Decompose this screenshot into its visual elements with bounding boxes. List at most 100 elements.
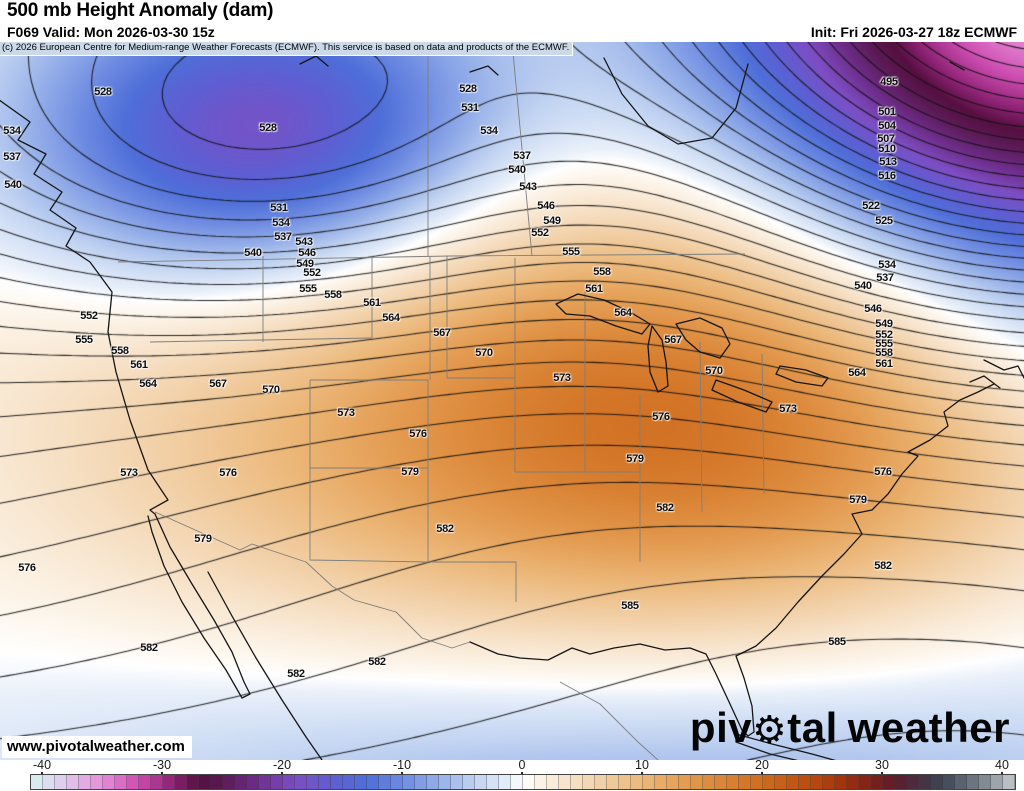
colorbar-cell	[391, 775, 403, 789]
coastlines	[0, 55, 1024, 760]
contour-label: 495	[880, 76, 898, 88]
colorbar-cell	[715, 775, 727, 789]
colorbar-cell	[979, 775, 991, 789]
contour-label: 552	[303, 267, 321, 279]
contour-label: 576	[652, 411, 670, 423]
contour-label: 576	[409, 428, 427, 440]
colorbar-cell	[223, 775, 235, 789]
colorbar-cell	[931, 775, 943, 789]
colorbar-cell	[127, 775, 139, 789]
contour-label: 573	[120, 467, 138, 479]
colorbar-cell	[499, 775, 511, 789]
contour-label: 516	[878, 170, 896, 182]
contour-label: 549	[875, 318, 893, 330]
contour-label: 546	[537, 200, 555, 212]
contour-label: 555	[75, 334, 93, 346]
contour-label: 576	[219, 467, 237, 479]
contour-label: 546	[298, 247, 316, 259]
colorbar-cell	[871, 775, 883, 789]
contour-label: 540	[4, 179, 22, 191]
colorbar-cell	[643, 775, 655, 789]
colorbar-cell	[799, 775, 811, 789]
colorbar-cell	[859, 775, 871, 789]
contour-label: 558	[593, 266, 611, 278]
colorbar-cell	[259, 775, 271, 789]
contour-label: 582	[436, 523, 454, 535]
contour-label: 543	[519, 181, 537, 193]
contour-label: 570	[475, 347, 493, 359]
colorbar-cell	[55, 775, 67, 789]
colorbar-cell	[283, 775, 295, 789]
colorbar-cell	[199, 775, 211, 789]
contour-label: 549	[296, 258, 314, 270]
colorbar-cell	[691, 775, 703, 789]
contour-label: 525	[875, 215, 893, 227]
contour-label: 504	[878, 120, 896, 132]
pivotal-weather-logo: piv⚙tal weather	[690, 704, 1010, 754]
colorbar-cell	[271, 775, 283, 789]
logo-part3: weather	[847, 704, 1010, 751]
contour-label: 549	[543, 215, 561, 227]
colorbar-cell	[967, 775, 979, 789]
colorbar-cell	[823, 775, 835, 789]
colorbar-cell	[619, 775, 631, 789]
colorbar-tick-label: 40	[995, 758, 1009, 772]
political-borders	[117, 42, 765, 760]
colorbar-cell	[883, 775, 895, 789]
contour-label: 561	[875, 358, 893, 370]
colorbar-cell	[559, 775, 571, 789]
contour-label: 543	[295, 236, 313, 248]
contour-label: 576	[18, 562, 36, 574]
contour-label: 528	[459, 83, 477, 95]
colorbar-tick-label: 0	[518, 758, 526, 772]
contour-label: 573	[779, 403, 797, 415]
colorbar-cell	[955, 775, 967, 789]
contour-label: 537	[513, 150, 531, 162]
colorbar-cell	[907, 775, 919, 789]
contour-label: 561	[130, 359, 148, 371]
contour-label: 573	[337, 407, 355, 419]
contour-label: 561	[363, 297, 381, 309]
colorbar-cell	[919, 775, 931, 789]
contour-label: 567	[209, 378, 227, 390]
colorbar-cell	[775, 775, 787, 789]
model-init-time: Init: Fri 2026-03-27 18z ECMWF	[810, 24, 1017, 40]
contour-label: 564	[848, 367, 866, 379]
contour-label: 558	[875, 347, 893, 359]
contour-label: 555	[562, 246, 580, 258]
colorbar-cell	[451, 775, 463, 789]
colorbar: -40 -30 -20 -10 0 10 20 30 40	[0, 758, 1024, 791]
colorbar-cell	[655, 775, 667, 789]
colorbar-cell	[175, 775, 187, 789]
colorbar-cell	[139, 775, 151, 789]
logo-part2: tal	[787, 704, 838, 751]
geography-overlay	[0, 42, 1024, 760]
contour-label: 579	[401, 466, 419, 478]
contour-label: 507	[877, 133, 895, 145]
colorbar-cell	[787, 775, 799, 789]
contour-label: 570	[262, 384, 280, 396]
contour-label: 582	[368, 656, 386, 668]
colorbar-cell	[151, 775, 163, 789]
colorbar-cell	[703, 775, 715, 789]
colorbar-cell	[427, 775, 439, 789]
contour-label: 531	[270, 202, 288, 214]
colorbar-tick-label: 20	[755, 758, 769, 772]
contour-labels-layer: 495 501 504 507 510 513 516 522 525 528 528 528 531 5…	[0, 42, 1024, 760]
contour-label: 552	[531, 227, 549, 239]
colorbar-cell	[895, 775, 907, 789]
contour-label: 567	[664, 334, 682, 346]
contour-label: 534	[272, 217, 290, 229]
contour-label: 582	[140, 642, 158, 654]
colorbar-tick-label: -30	[152, 758, 172, 772]
contour-label: 570	[705, 365, 723, 377]
colorbar-cell	[811, 775, 823, 789]
contour-label: 564	[382, 312, 400, 324]
colorbar-cell	[331, 775, 343, 789]
gear-icon: ⚙	[752, 709, 788, 752]
logo-part1: piv	[689, 704, 753, 751]
colorbar-cell	[379, 775, 391, 789]
colorbar-cell	[319, 775, 331, 789]
map-region: 495 501 504 507 510 513 516 522 525 528 528 528 531 5…	[0, 42, 1024, 760]
colorbar-cell	[631, 775, 643, 789]
